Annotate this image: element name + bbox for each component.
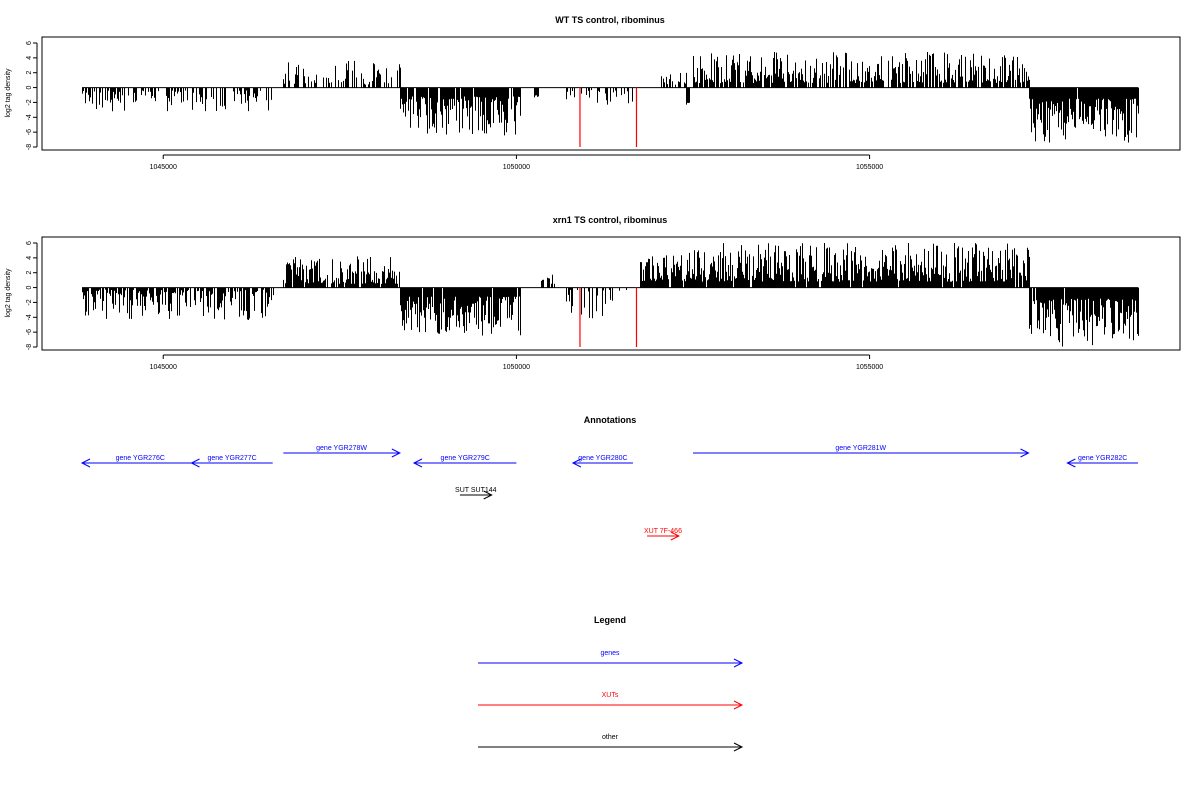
wt-track-title: WT TS control, ribominus (555, 15, 665, 25)
feature-label: gene YGR281W (835, 445, 886, 452)
feature-label: gene YGR282C (1078, 455, 1127, 462)
wt-axes: -8 -6 -4 -2 0 2 4 6 1045000 1050000 1055000 (26, 41, 883, 171)
legend-label: XUTs (602, 692, 619, 699)
annotation-feature: XUT 7F-466 (644, 528, 682, 541)
feature-label: XUT 7F-466 (644, 528, 682, 535)
x-tick-label: 1055000 (856, 164, 883, 171)
x-tick-label: 1045000 (150, 364, 177, 371)
legend-arrowhead (733, 742, 744, 752)
feature-arrowhead (670, 531, 680, 541)
feature-arrowhead (1020, 448, 1030, 458)
y-tick-label: -2 (26, 299, 33, 305)
legend-title: Legend (594, 615, 626, 625)
annotation-feature: gene YGR278W (283, 445, 401, 458)
xrn1-bars (82, 243, 1139, 347)
xrn1-track-title: xrn1 TS control, ribominus (553, 215, 668, 225)
annotations-panel: Annotations gene YGR276C gene YGR277Cgene… (80, 415, 1138, 541)
wt-track-panel: WT TS control, ribominus log2 tag densit… (5, 15, 1181, 171)
feature-arrowhead (80, 458, 91, 468)
feature-arrowhead (1066, 458, 1076, 468)
legend-arrowhead (733, 700, 744, 710)
y-tick-label: 0 (26, 286, 33, 290)
y-tick-label: 2 (26, 271, 33, 275)
y-tick-label: 4 (26, 56, 33, 60)
y-tick-label: -8 (26, 344, 33, 350)
y-tick-label: 0 (26, 86, 33, 90)
x-tick-label: 1050000 (503, 164, 530, 171)
annotation-feature: SUT SUT144 (455, 487, 497, 500)
legend-label: genes (600, 650, 620, 657)
y-tick-label: -8 (26, 144, 33, 150)
wt-y-axis-label: log2 tag density (5, 68, 12, 118)
feature-arrowhead (190, 458, 200, 468)
y-tick-label: 4 (26, 256, 33, 260)
annotation-feature: gene YGR279C (412, 455, 517, 468)
annotation-feature: gene YGR276C (80, 455, 199, 468)
wt-bars (82, 52, 1139, 147)
y-tick-label: -4 (26, 114, 33, 120)
feature-label: gene YGR279C (441, 455, 490, 462)
y-tick-label: 2 (26, 71, 33, 75)
density-bars (82, 52, 1139, 143)
annotation-feature: gene YGR281W (692, 445, 1030, 458)
annotations-title: Annotations (584, 415, 637, 425)
density-bars (82, 243, 1139, 347)
y-tick-label: 6 (26, 41, 33, 45)
y-tick-label: 6 (26, 241, 33, 245)
legend-label: other (602, 734, 619, 741)
feature-label: gene YGR280C (578, 455, 627, 462)
feature-arrowhead (571, 458, 582, 468)
feature-label: gene YGR278W (316, 445, 367, 452)
y-tick-label: -6 (26, 329, 33, 335)
feature-arrowhead (391, 448, 401, 458)
feature-label: SUT SUT144 (455, 487, 497, 494)
xrn1-axes: -8 -6 -4 -2 0 2 4 6 1045000 1050000 1055000 (26, 241, 883, 371)
legend-item: genes (478, 650, 744, 668)
x-tick-label: 1045000 (150, 164, 177, 171)
annotation-feature: gene YGR282C (1066, 455, 1138, 468)
feature-label: gene YGR277C (207, 455, 256, 462)
feature-label: gene YGR276C (116, 455, 165, 462)
annotation-features: gene YGR276C gene YGR277C gene YGR278W gene… (80, 445, 1138, 541)
annotation-feature: gene YGR280C (571, 455, 633, 468)
legend-items: genes XUTs other (478, 650, 744, 752)
legend-panel: Legend genes XUTs other (478, 615, 744, 752)
y-tick-label: -4 (26, 314, 33, 320)
annotation-feature: gene YGR277C (190, 455, 273, 468)
x-tick-label: 1055000 (856, 364, 883, 371)
x-tick-label: 1050000 (503, 364, 530, 371)
feature-arrowhead (483, 490, 493, 500)
legend-arrowhead (733, 658, 744, 668)
legend-item: other (478, 734, 744, 752)
xrn1-plot-frame (41, 236, 1181, 351)
wt-plot-frame (41, 36, 1181, 151)
feature-arrowhead (412, 458, 423, 468)
y-tick-label: -2 (26, 99, 33, 105)
xrn1-track-panel: xrn1 TS control, ribominus log2 tag dens… (5, 215, 1181, 371)
legend-item: XUTs (478, 692, 744, 710)
y-tick-label: -6 (26, 129, 33, 135)
xrn1-y-axis-label: log2 tag density (5, 268, 12, 318)
